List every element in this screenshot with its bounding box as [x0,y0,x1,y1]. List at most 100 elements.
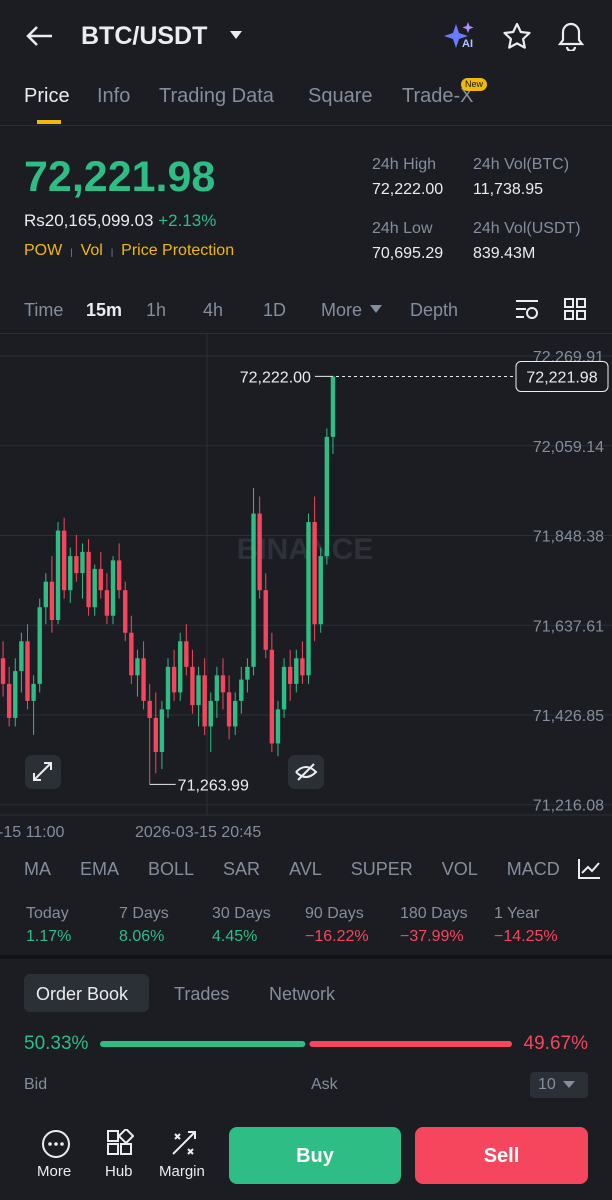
candle-body [80,551,85,574]
stat-value: 11,738.95 [473,181,543,198]
book-tab[interactable]: Network [269,984,336,1004]
candle-body [104,590,110,616]
candle-body [178,641,183,693]
ai-button[interactable] [444,22,478,52]
candle-body [312,522,317,625]
candle-body [25,641,30,701]
candle-body [49,581,55,620]
tag-separator: | [70,247,73,257]
tab-indicator [37,120,61,124]
stat-label: 24h Vol(USDT) [473,220,581,237]
tab[interactable]: Price [24,85,70,107]
interval[interactable]: 15m [86,300,123,320]
candle-body [300,658,305,676]
tab[interactable]: Trade-X [402,85,474,107]
book-tab[interactable]: Order Book [36,984,129,1004]
price-change: +2.13% [158,211,217,230]
interval[interactable]: Depth [410,300,459,320]
depth-select[interactable] [530,1072,588,1098]
pair-caret[interactable] [229,30,243,40]
candle-body [233,700,238,727]
candle-body [159,709,165,752]
candle-body [257,513,262,591]
y-tick-label: 71,216.08 [533,798,604,815]
stat-value: 839.43M [473,245,536,262]
watermark: BINANCE [237,533,374,566]
back-button[interactable] [24,24,54,48]
x-tick-label: 2026-03-15 20:45 [135,824,261,841]
section-divider [0,955,612,959]
ask-header: Ask [311,1076,338,1093]
indicator[interactable]: MACD [506,860,560,878]
tag[interactable]: Price Protection [121,242,235,259]
candle-body [281,666,287,710]
high-marker-label: 72,222.00 [240,369,311,386]
book-tab[interactable]: Trades [174,984,230,1004]
period-change: −37.99% [400,928,464,945]
bid-header: Bid [24,1076,48,1093]
buy-button[interactable]: Buy [229,1127,401,1184]
tag[interactable]: Vol [80,242,103,259]
interval[interactable]: Time [24,300,64,320]
candle-body [245,666,250,680]
candle-body [135,658,140,676]
hub-icon[interactable] [106,1129,134,1157]
x-tick-label: -15 11:00 [0,824,65,841]
indicator[interactable]: BOLL [148,860,195,878]
nav-label[interactable]: More [37,1163,72,1180]
indicator[interactable]: SUPER [350,860,413,878]
interval[interactable]: More [321,300,363,320]
margin-icon[interactable] [170,1129,198,1157]
indicator[interactable]: VOL [441,860,478,878]
pair-title[interactable]: BTC/USDT [81,22,208,50]
hide-button[interactable] [288,755,324,789]
candle-body [92,568,97,608]
period-label: 7 Days [119,905,169,922]
tab-highlight [24,974,149,1012]
candle-body [55,530,61,620]
indicator[interactable]: AVL [289,860,322,878]
candle-body [37,607,42,684]
candle-body [116,560,122,591]
tab[interactable]: Trading Data [159,85,274,107]
divider [0,333,612,334]
new-badge: New [461,78,488,91]
favorite-button[interactable] [502,22,532,50]
indicator[interactable]: MA [24,860,51,878]
y-tick-label: 71,426.85 [533,708,604,725]
period-change: 4.45% [212,928,258,945]
tag[interactable]: POW [24,242,63,259]
indicator[interactable]: EMA [80,860,120,878]
period-change: −16.22% [305,928,369,945]
candle-body [202,675,207,727]
expand-button[interactable] [25,755,61,789]
interval[interactable]: 1D [263,300,287,320]
candle-body [19,641,24,672]
candle-body [318,556,323,625]
tags: POW | Vol | Price Protection [24,243,234,259]
candle-body [68,556,73,591]
candle-body [330,376,336,437]
ask-ratio-bar [309,1041,512,1047]
interval[interactable]: 4h [203,300,224,320]
candle-body [190,666,195,706]
chart-settings[interactable] [514,298,540,322]
interval[interactable]: 1h [146,300,167,320]
indicator[interactable]: SAR [223,860,261,878]
nav-label[interactable]: Hub [105,1163,133,1180]
period-label: 180 Days [400,905,468,922]
more-icon[interactable] [41,1129,71,1159]
y-tick-label: 72,059.14 [533,439,604,456]
indicator-settings[interactable] [577,858,601,880]
nav-label[interactable]: Margin [159,1163,205,1180]
alert-button[interactable] [557,21,585,51]
sell-button[interactable]: Sell [415,1127,588,1184]
candle-body [196,675,201,706]
period-label: Today [26,905,69,922]
tab[interactable]: Info [97,85,131,107]
tab[interactable]: Square [308,85,373,107]
candle-body [129,632,134,676]
layout-button[interactable] [564,298,586,320]
candlestick-chart: BINANCE -15 11:00 2026-03-15 20:45 72,26… [0,333,612,841]
